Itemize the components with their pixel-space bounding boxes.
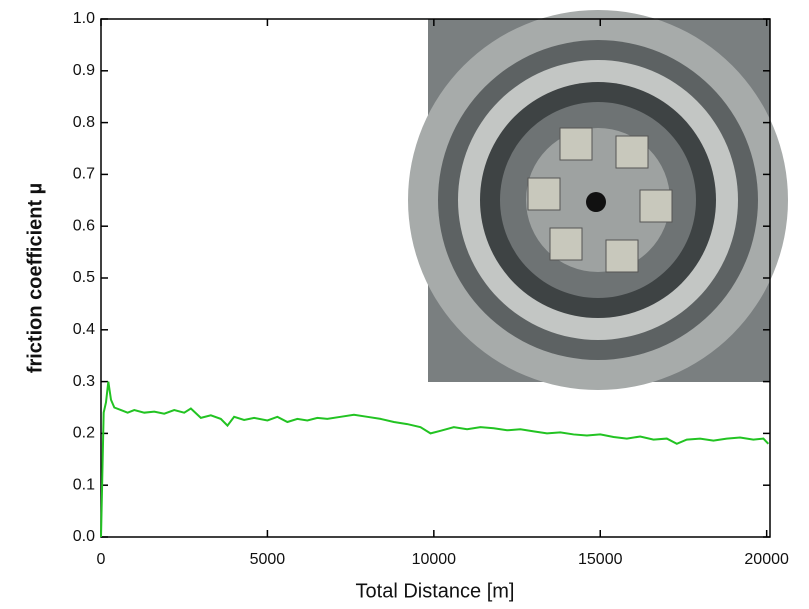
inset-photo bbox=[408, 10, 788, 390]
x-tick-label: 20000 bbox=[744, 551, 789, 568]
photo-pin bbox=[639, 189, 673, 223]
photo-pins bbox=[527, 127, 673, 273]
y-axis-title: friction coefficient µ bbox=[24, 183, 46, 373]
y-tick-label: 0.0 bbox=[73, 528, 95, 545]
x-tick-label: 5000 bbox=[250, 551, 286, 568]
photo-pin bbox=[559, 127, 593, 161]
photo-pin bbox=[549, 227, 583, 261]
x-tick-label: 10000 bbox=[412, 551, 457, 568]
y-tick-label: 0.5 bbox=[73, 269, 95, 286]
x-tick-label: 15000 bbox=[578, 551, 623, 568]
y-tick-label: 0.8 bbox=[73, 114, 95, 131]
data-line bbox=[100, 381, 770, 538]
y-tick-label: 0.1 bbox=[73, 476, 95, 493]
y-tick-label: 0.9 bbox=[73, 62, 95, 79]
photo-center bbox=[586, 192, 606, 212]
y-tick-label: 0.4 bbox=[73, 321, 95, 338]
y-tick-label: 0.6 bbox=[73, 217, 95, 234]
photo-pin bbox=[527, 177, 561, 211]
x-tick-label: 0 bbox=[97, 551, 106, 568]
photo-pin bbox=[605, 239, 639, 273]
y-tick-label: 0.3 bbox=[73, 373, 95, 390]
y-tick-label: 1.0 bbox=[73, 10, 95, 27]
x-axis-title: Total Distance [m] bbox=[356, 580, 515, 602]
y-tick-label: 0.2 bbox=[73, 425, 95, 442]
photo-pin bbox=[615, 135, 649, 169]
y-tick-label: 0.7 bbox=[73, 166, 95, 183]
